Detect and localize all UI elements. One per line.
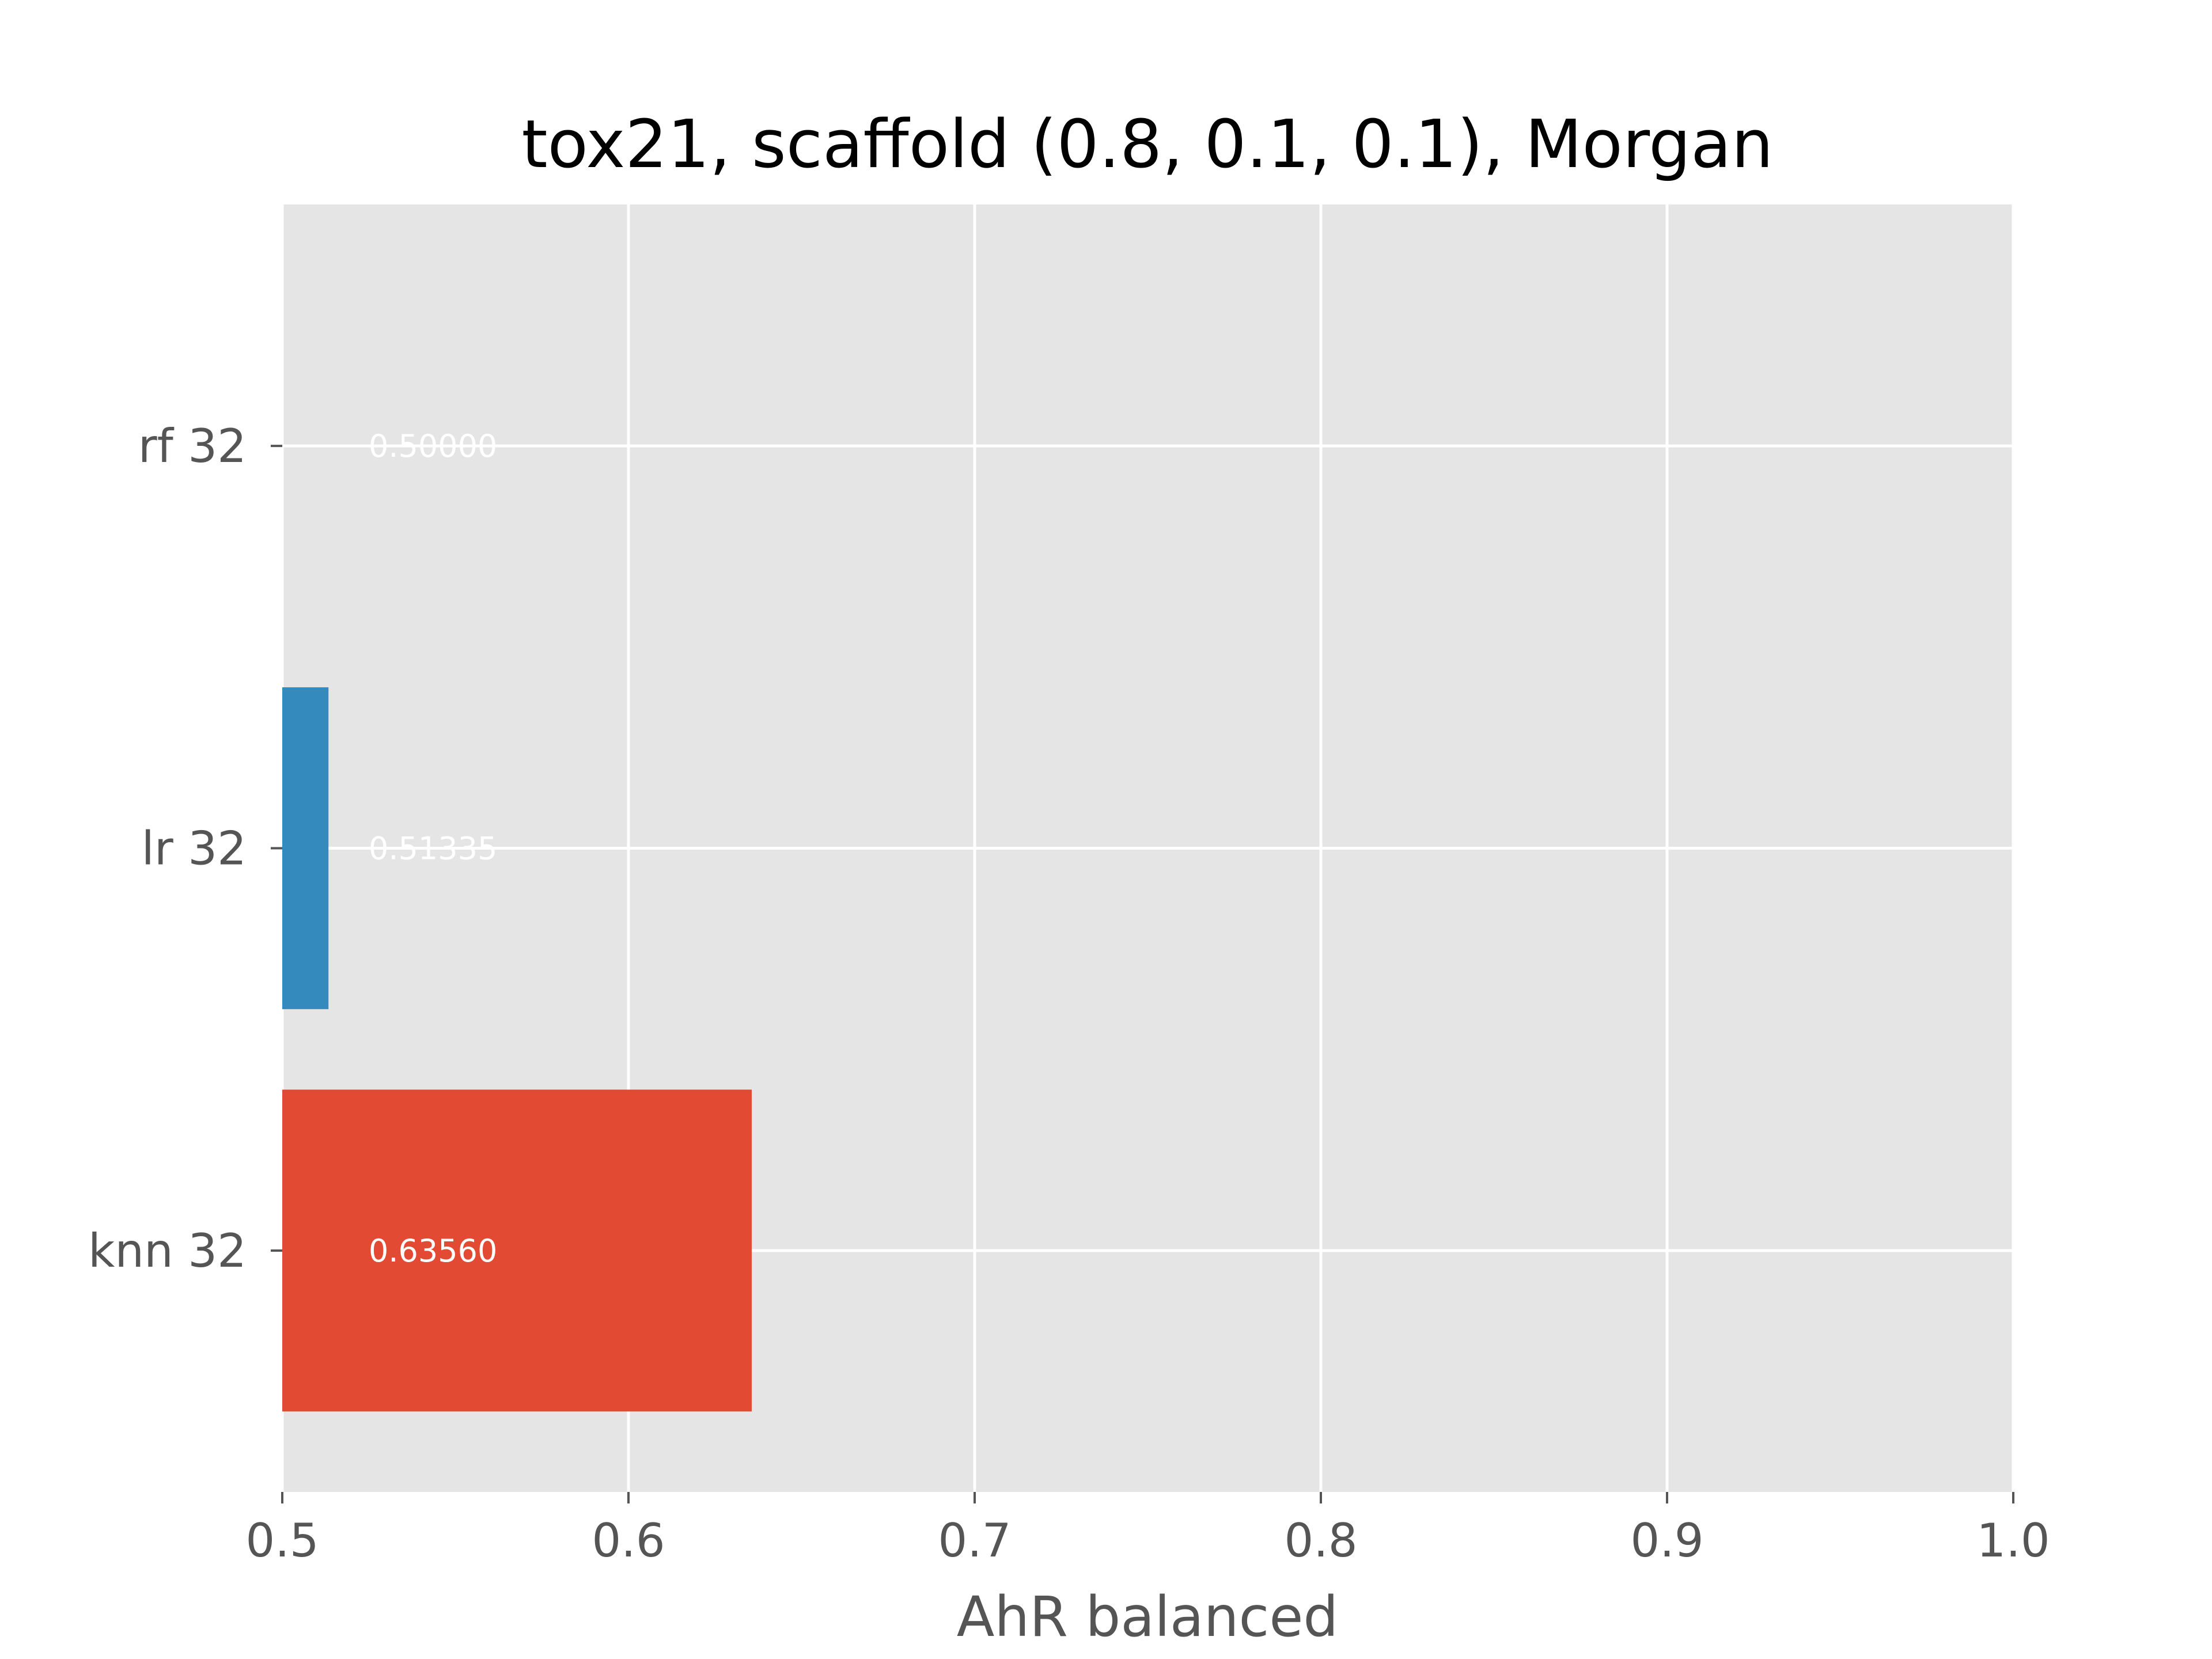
bars xyxy=(282,687,752,1412)
x-tick-label: 1.0 xyxy=(1976,1514,2050,1567)
x-axis-label: AhR balanced xyxy=(957,1585,1339,1649)
grid-lines xyxy=(281,204,2015,1492)
x-tick-label: 0.8 xyxy=(1284,1514,1357,1567)
bar-value-label: 0.63560 xyxy=(369,1233,497,1269)
x-tick-label: 0.9 xyxy=(1630,1514,1703,1567)
x-tick-label: 0.5 xyxy=(245,1514,319,1567)
x-tick-label: 0.6 xyxy=(592,1514,665,1567)
y-axis-ticks: knn 32 lr 32 rf 32 xyxy=(88,419,282,1278)
bar-labels: 0.63560 0.51335 0.50000 xyxy=(369,428,497,1269)
bar-value-label: 0.50000 xyxy=(369,428,497,464)
bar xyxy=(282,687,329,1009)
y-tick-label: rf 32 xyxy=(138,419,247,473)
y-tick-label: knn 32 xyxy=(88,1224,247,1278)
x-tick-label: 0.7 xyxy=(938,1514,1011,1567)
chart-title: tox21, scaffold (0.8, 0.1, 0.1), Morgan xyxy=(521,106,1773,183)
y-tick-label: lr 32 xyxy=(142,822,247,876)
bar-value-label: 0.51335 xyxy=(369,831,497,867)
bar xyxy=(282,1089,752,1412)
x-axis-ticks: 0.5 0.6 0.7 0.8 0.9 1.0 xyxy=(245,1492,2050,1567)
